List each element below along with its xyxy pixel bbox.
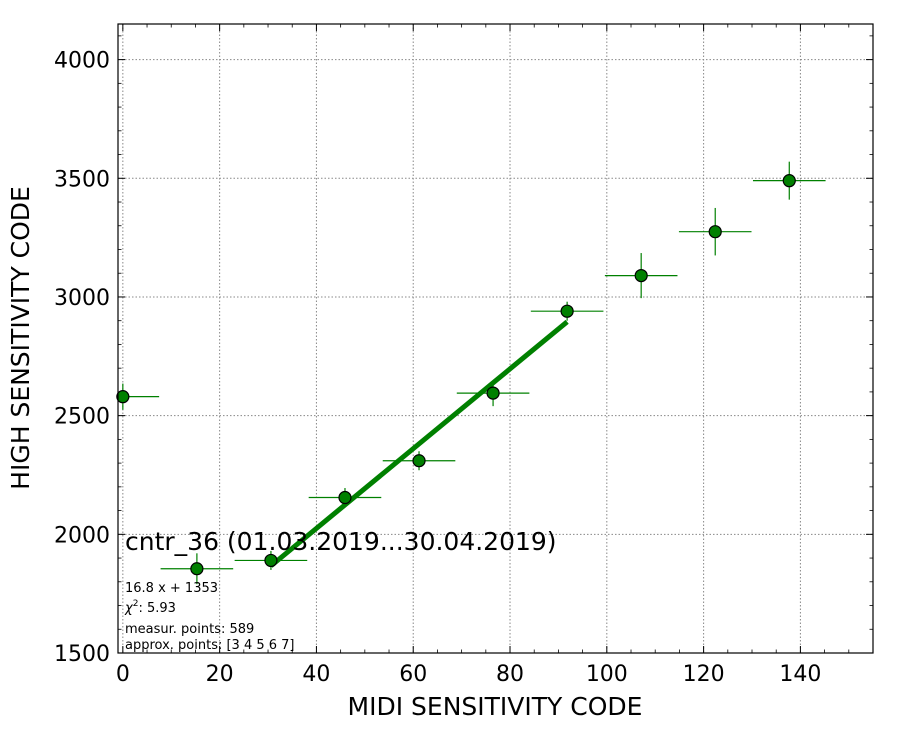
data-point: [486, 386, 500, 400]
x-tick-label: 60: [399, 662, 427, 687]
annotation-measur-points: measur. points: 589: [125, 622, 254, 637]
tick-labels: 0 20 40 60 80 100 120 140 1500 2000 2500 3000 3500 40…: [54, 49, 821, 687]
y-tick-label: 2000: [54, 523, 110, 548]
annotation-fit: 16.8 x + 1353: [125, 581, 218, 596]
y-tick-label: 1500: [54, 642, 110, 667]
chi-value: : 5.93: [138, 601, 175, 616]
x-axis-label: MIDI SENSITIVITY CODE: [348, 692, 643, 721]
chi-symbol: χ: [124, 601, 134, 616]
y-tick-label: 4000: [54, 49, 110, 74]
annotation-chi2: χ2: 5.93: [124, 599, 176, 616]
x-tick-label: 120: [683, 662, 725, 687]
data-point: [782, 174, 796, 188]
data-point: [412, 454, 426, 468]
data-point: [264, 553, 278, 568]
data-markers: [116, 174, 796, 576]
x-tick-label: 0: [116, 662, 130, 687]
plot-frame: [117, 23, 874, 654]
annotation-title: cntr_36 (01.03.2019...30.04.2019): [125, 527, 557, 556]
x-tick-label: 80: [496, 662, 524, 687]
x-tick-label: 40: [302, 662, 330, 687]
y-tick-label: 3500: [54, 167, 110, 192]
data-point: [190, 562, 204, 576]
fit-line-group: [269, 319, 569, 568]
data-point: [708, 225, 722, 239]
y-tick-label: 3000: [54, 286, 110, 311]
data-point: [634, 269, 648, 283]
data-point: [116, 390, 130, 404]
fit-line: [269, 319, 569, 568]
annotation-approx-points: approx. points: [3 4 5 6 7]: [125, 638, 295, 653]
x-tick-label: 20: [206, 662, 234, 687]
y-axis-label: HIGH SENSITIVITY CODE: [6, 186, 35, 490]
chi-superscript: 2: [133, 599, 139, 609]
y-tick-label: 2500: [54, 405, 110, 430]
data-point: [338, 490, 352, 505]
x-tick-label: 140: [779, 662, 821, 687]
data-point: [560, 304, 574, 318]
x-tick-label: 100: [586, 662, 628, 687]
